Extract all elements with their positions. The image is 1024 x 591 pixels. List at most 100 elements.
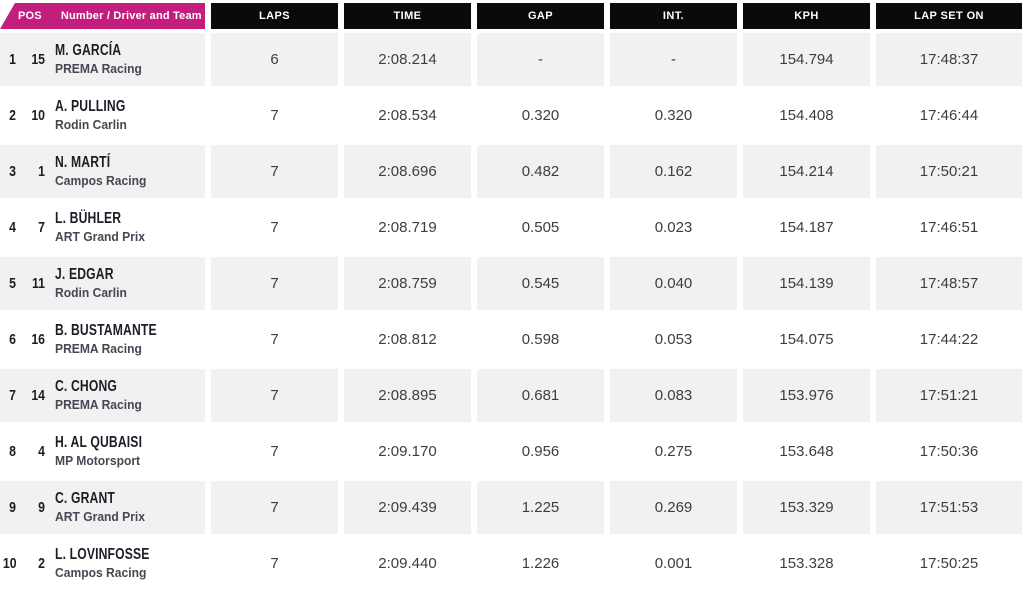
- gap-cell: 0.956: [477, 425, 604, 478]
- lap-set-on-cell: 17:46:51: [876, 201, 1022, 254]
- driver-cell: 9 9 C. GRANT ART Grand Prix: [0, 481, 205, 534]
- lap-set-on-cell: 17:50:25: [876, 537, 1022, 590]
- car-number: 4: [38, 443, 45, 460]
- interval-cell: -: [610, 33, 737, 86]
- lap-set-on-cell: 17:46:44: [876, 89, 1022, 142]
- interval-cell: 0.023: [610, 201, 737, 254]
- position-number: 2: [9, 107, 16, 124]
- driver-name: L. LOVINFOSSE: [55, 546, 150, 564]
- kph-cell: 153.648: [743, 425, 870, 478]
- car-number: 11: [31, 275, 45, 292]
- table-row: 6 16 B. BUSTAMANTE PREMA Racing 7 2:08.8…: [0, 313, 1024, 366]
- interval-cell: 0.275: [610, 425, 737, 478]
- car-number: 15: [31, 51, 45, 68]
- header-driver-label: Number / Driver and Team: [60, 10, 202, 22]
- driver-name: C. CHONG: [55, 378, 118, 396]
- driver-info: N. MARTÍ Campos Racing: [55, 153, 153, 189]
- position-number: 9: [9, 499, 16, 516]
- gap-cell: 0.545: [477, 257, 604, 310]
- laps-cell: 7: [211, 145, 338, 198]
- interval-cell: 0.001: [610, 537, 737, 590]
- driver-name: H. AL QUBAISI: [55, 434, 143, 452]
- gap-cell: 0.482: [477, 145, 604, 198]
- car-number: 10: [31, 107, 45, 124]
- driver-cell: 3 1 N. MARTÍ Campos Racing: [0, 145, 205, 198]
- table-row: 8 4 H. AL QUBAISI MP Motorsport 7 2:09.1…: [0, 425, 1024, 478]
- time-cell: 2:08.719: [344, 201, 471, 254]
- team-name: Campos Racing: [55, 565, 147, 581]
- driver-cell: 2 10 A. PULLING Rodin Carlin: [0, 89, 205, 142]
- driver-info: H. AL QUBAISI MP Motorsport: [55, 433, 170, 469]
- driver-info: J. EDGAR Rodin Carlin: [55, 265, 132, 301]
- driver-cell: 7 14 C. CHONG PREMA Racing: [0, 369, 205, 422]
- driver-cell: 10 2 L. LOVINFOSSE Campos Racing: [0, 537, 205, 590]
- time-cell: 2:08.696: [344, 145, 471, 198]
- laps-cell: 7: [211, 425, 338, 478]
- interval-cell: 0.269: [610, 481, 737, 534]
- laps-cell: 7: [211, 257, 338, 310]
- team-name: PREMA Racing: [55, 341, 142, 357]
- gap-cell: 0.320: [477, 89, 604, 142]
- gap-cell: 0.681: [477, 369, 604, 422]
- position-number: 1: [9, 51, 16, 68]
- table-header-row: POS Number / Driver and Team LAPS TIME G…: [0, 3, 1024, 29]
- header-pos-label: POS: [18, 10, 42, 22]
- driver-name: A. PULLING: [55, 98, 126, 116]
- car-number: 1: [38, 163, 45, 180]
- interval-cell: 0.162: [610, 145, 737, 198]
- column-header-lap-set-on: LAP SET ON: [876, 3, 1022, 29]
- header-driver-block: POS Number / Driver and Team: [0, 3, 205, 29]
- gap-cell: 1.226: [477, 537, 604, 590]
- table-row: 4 7 L. BÜHLER ART Grand Prix 7 2:08.719 …: [0, 201, 1024, 254]
- car-number: 7: [38, 219, 45, 236]
- column-header-kph: KPH: [743, 3, 870, 29]
- table-row: 10 2 L. LOVINFOSSE Campos Racing 7 2:09.…: [0, 537, 1024, 590]
- kph-cell: 154.075: [743, 313, 870, 366]
- time-cell: 2:08.759: [344, 257, 471, 310]
- gap-cell: 0.505: [477, 201, 604, 254]
- driver-name: B. BUSTAMANTE: [55, 322, 157, 340]
- position-number: 7: [9, 387, 16, 404]
- gap-cell: 1.225: [477, 481, 604, 534]
- team-name: PREMA Racing: [55, 397, 142, 413]
- driver-info: C. CHONG PREMA Racing: [55, 377, 148, 413]
- driver-info: L. BÜHLER ART Grand Prix: [55, 209, 152, 245]
- team-name: Campos Racing: [55, 173, 147, 189]
- car-number: 2: [38, 555, 45, 572]
- driver-cell: 4 7 L. BÜHLER ART Grand Prix: [0, 201, 205, 254]
- team-name: PREMA Racing: [55, 61, 142, 77]
- laps-cell: 7: [211, 201, 338, 254]
- position-number: 10: [2, 555, 17, 572]
- driver-info: C. GRANT ART Grand Prix: [55, 489, 152, 525]
- results-rows: 1 15 M. GARCÍA PREMA Racing 6 2:08.214 -…: [0, 33, 1024, 590]
- team-name: MP Motorsport: [55, 453, 141, 469]
- driver-name: L. BÜHLER: [55, 210, 122, 228]
- kph-cell: 154.408: [743, 89, 870, 142]
- time-cell: 2:08.214: [344, 33, 471, 86]
- time-cell: 2:08.534: [344, 89, 471, 142]
- table-row: 2 10 A. PULLING Rodin Carlin 7 2:08.534 …: [0, 89, 1024, 142]
- table-row: 3 1 N. MARTÍ Campos Racing 7 2:08.696 0.…: [0, 145, 1024, 198]
- gap-cell: 0.598: [477, 313, 604, 366]
- position-number: 5: [9, 275, 16, 292]
- time-cell: 2:09.440: [344, 537, 471, 590]
- laps-cell: 7: [211, 369, 338, 422]
- table-row: 7 14 C. CHONG PREMA Racing 7 2:08.895 0.…: [0, 369, 1024, 422]
- lap-set-on-cell: 17:50:21: [876, 145, 1022, 198]
- position-number: 4: [9, 219, 16, 236]
- interval-cell: 0.040: [610, 257, 737, 310]
- driver-cell: 1 15 M. GARCÍA PREMA Racing: [0, 33, 205, 86]
- kph-cell: 154.187: [743, 201, 870, 254]
- car-number: 14: [31, 387, 45, 404]
- column-header-time: TIME: [344, 3, 471, 29]
- column-header-gap: GAP: [477, 3, 604, 29]
- interval-cell: 0.053: [610, 313, 737, 366]
- driver-info: B. BUSTAMANTE PREMA Racing: [55, 321, 189, 357]
- position-number: 8: [9, 443, 16, 460]
- table-row: 9 9 C. GRANT ART Grand Prix 7 2:09.439 1…: [0, 481, 1024, 534]
- kph-cell: 153.976: [743, 369, 870, 422]
- time-cell: 2:09.170: [344, 425, 471, 478]
- time-cell: 2:08.895: [344, 369, 471, 422]
- driver-name: M. GARCÍA: [55, 42, 122, 60]
